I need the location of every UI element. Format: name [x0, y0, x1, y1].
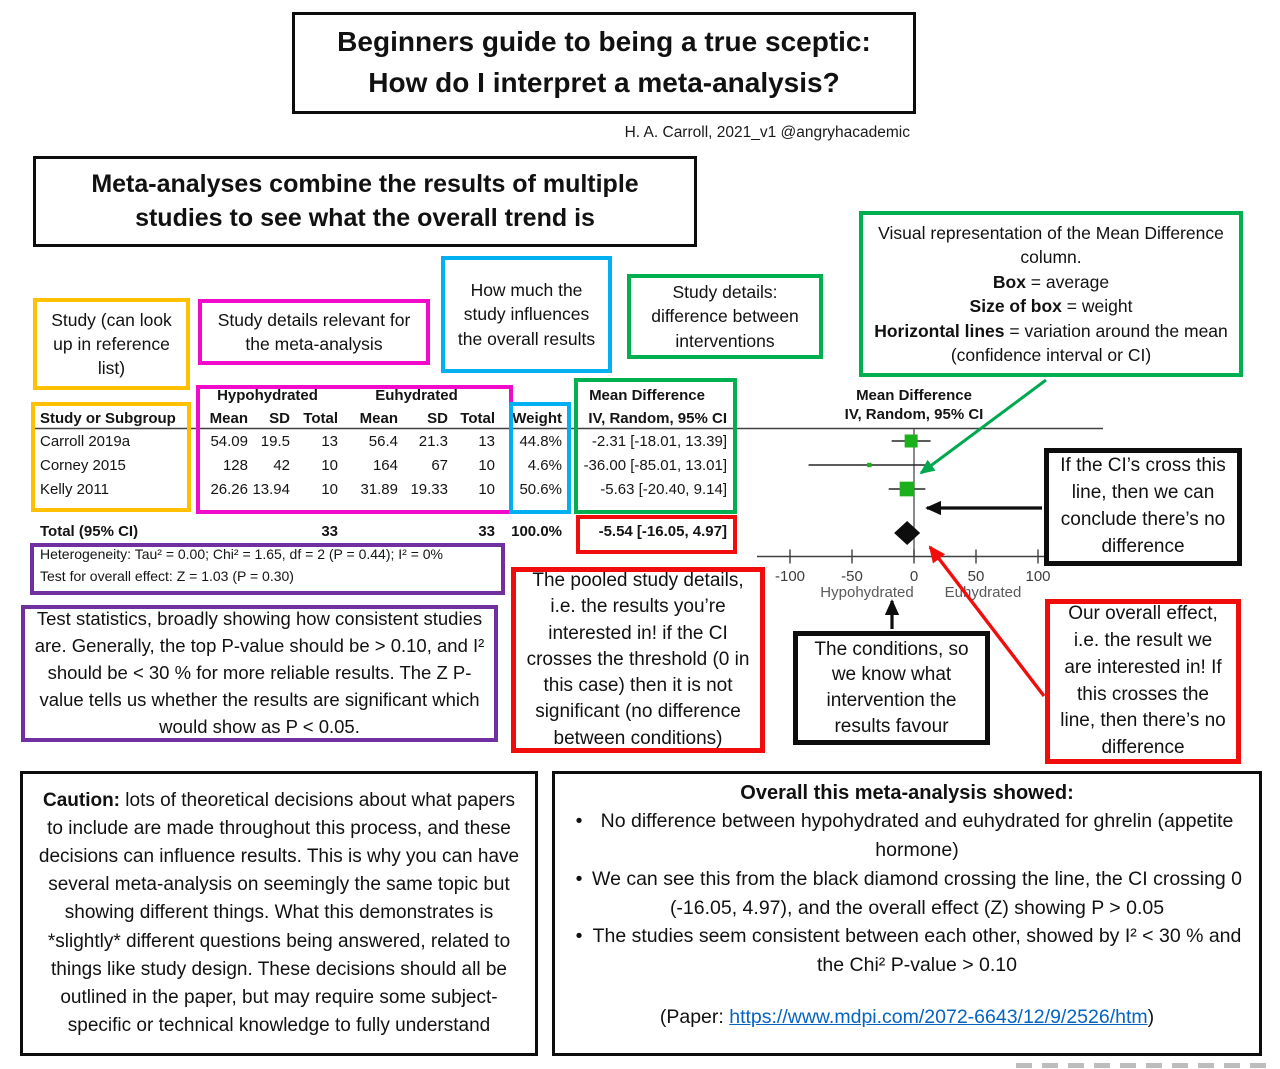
group-header-hypohydrated: Hypohydrated — [217, 387, 318, 404]
title-line-1: Beginners guide to being a true sceptic: — [337, 26, 871, 58]
heterogeneity-stats: Heterogeneity: Tau² = 0.00; Chi² = 1.65,… — [40, 546, 443, 562]
title-box: Beginners guide to being a true sceptic:… — [292, 12, 916, 114]
callout-conditions: The conditions, so we know what interven… — [793, 631, 990, 745]
paper-line: (Paper: https://www.mdpi.com/2072-6643/1… — [659, 1006, 1155, 1029]
callout-mean-difference: Study details: difference between interv… — [627, 274, 823, 359]
summary-bullet: • No difference between hypohydrated and … — [575, 810, 1234, 861]
total-row: Total (95% CI) 33 33 100.0% -5.54 [-16.0… — [40, 523, 727, 540]
summary-box: Overall this meta-analysis showed: • No d… — [552, 771, 1262, 1056]
study-row: Carroll 2019a 54.09 19.5 13 56.4 21.3 13 44.8% -… — [40, 433, 727, 450]
md-column-title: Mean Difference — [589, 387, 705, 404]
summary-bullet: • We can see this from the black diamond … — [575, 867, 1242, 919]
title-line-2: How do I interpret a meta-analysis? — [368, 67, 840, 98]
callout-overall-effect: Our overall effect, i.e. the result we a… — [1045, 599, 1241, 764]
svg-text:Euhydrated: Euhydrated — [945, 584, 1022, 601]
svg-text:0: 0 — [910, 568, 918, 585]
intro-text: Meta-analyses combine the results of mul… — [91, 169, 639, 232]
callout-test-statistics: Test statistics, broadly showing how con… — [21, 605, 498, 742]
group-header-euhydrated: Euhydrated — [375, 387, 458, 404]
summary-bullet: • The studies seem consistent between eac… — [575, 925, 1242, 977]
callout-study: Study (can look up in reference list) — [33, 298, 190, 390]
study-marker — [867, 462, 872, 468]
caution-text: lots of theoretical decisions about what… — [38, 790, 520, 1036]
callout-study-details: Study details relevant for the meta-anal… — [198, 299, 430, 365]
callout-weight: How much the study influences the overal… — [441, 256, 612, 373]
overall-effect-test: Test for overall effect: Z = 1.03 (P = 0… — [40, 568, 294, 584]
study-row: Kelly 2011 26.26 13.94 10 31.89 19.33 10 50.6% -… — [40, 481, 727, 498]
attribution: H. A. Carroll, 2021_v1 @angryhacademic — [624, 124, 910, 141]
col-study: Study or Subgroup — [40, 410, 176, 427]
svg-text:Hypohydrated: Hypohydrated — [820, 584, 913, 601]
page-title: Beginners guide to being a true sceptic:… — [337, 22, 871, 103]
callout-visual-representation: Visual representation of the Mean Differ… — [859, 211, 1243, 377]
svg-text:-100: -100 — [775, 568, 805, 585]
table-header-row: Study or Subgroup Mean SD Total Mean SD … — [33, 409, 737, 429]
callout-pooled-details: The pooled study details, i.e. the resul… — [511, 567, 765, 753]
visual-line1: Visual representation of the Mean Differ… — [878, 222, 1224, 268]
caution-label: Caution: — [42, 790, 121, 811]
total-diamond — [894, 521, 921, 545]
intro-box: Meta-analyses combine the results of mul… — [33, 156, 697, 247]
cropped-text-fragment — [1016, 1063, 1272, 1068]
summary-bullets: • No difference between hypohydrated and … — [569, 807, 1245, 980]
study-marker — [899, 481, 915, 497]
svg-text:50: 50 — [968, 568, 985, 585]
caution-box: Caution: lots of theoretical decisions a… — [20, 771, 538, 1056]
summary-heading: Overall this meta-analysis showed: — [740, 782, 1074, 804]
study-row: Corney 2015 128 42 10 164 67 10 4.6% -36.00 [-85… — [40, 457, 727, 474]
svg-text:-50: -50 — [841, 568, 863, 585]
study-marker — [904, 434, 918, 448]
plot-column-header: Mean Difference IV, Random, 95% CI — [844, 387, 984, 423]
svg-text:100: 100 — [1025, 568, 1050, 585]
paper-link[interactable]: https://www.mdpi.com/2072-6643/12/9/2526… — [729, 1006, 1148, 1029]
callout-ci-line: If the CI’s cross this line, then we can… — [1044, 448, 1242, 566]
